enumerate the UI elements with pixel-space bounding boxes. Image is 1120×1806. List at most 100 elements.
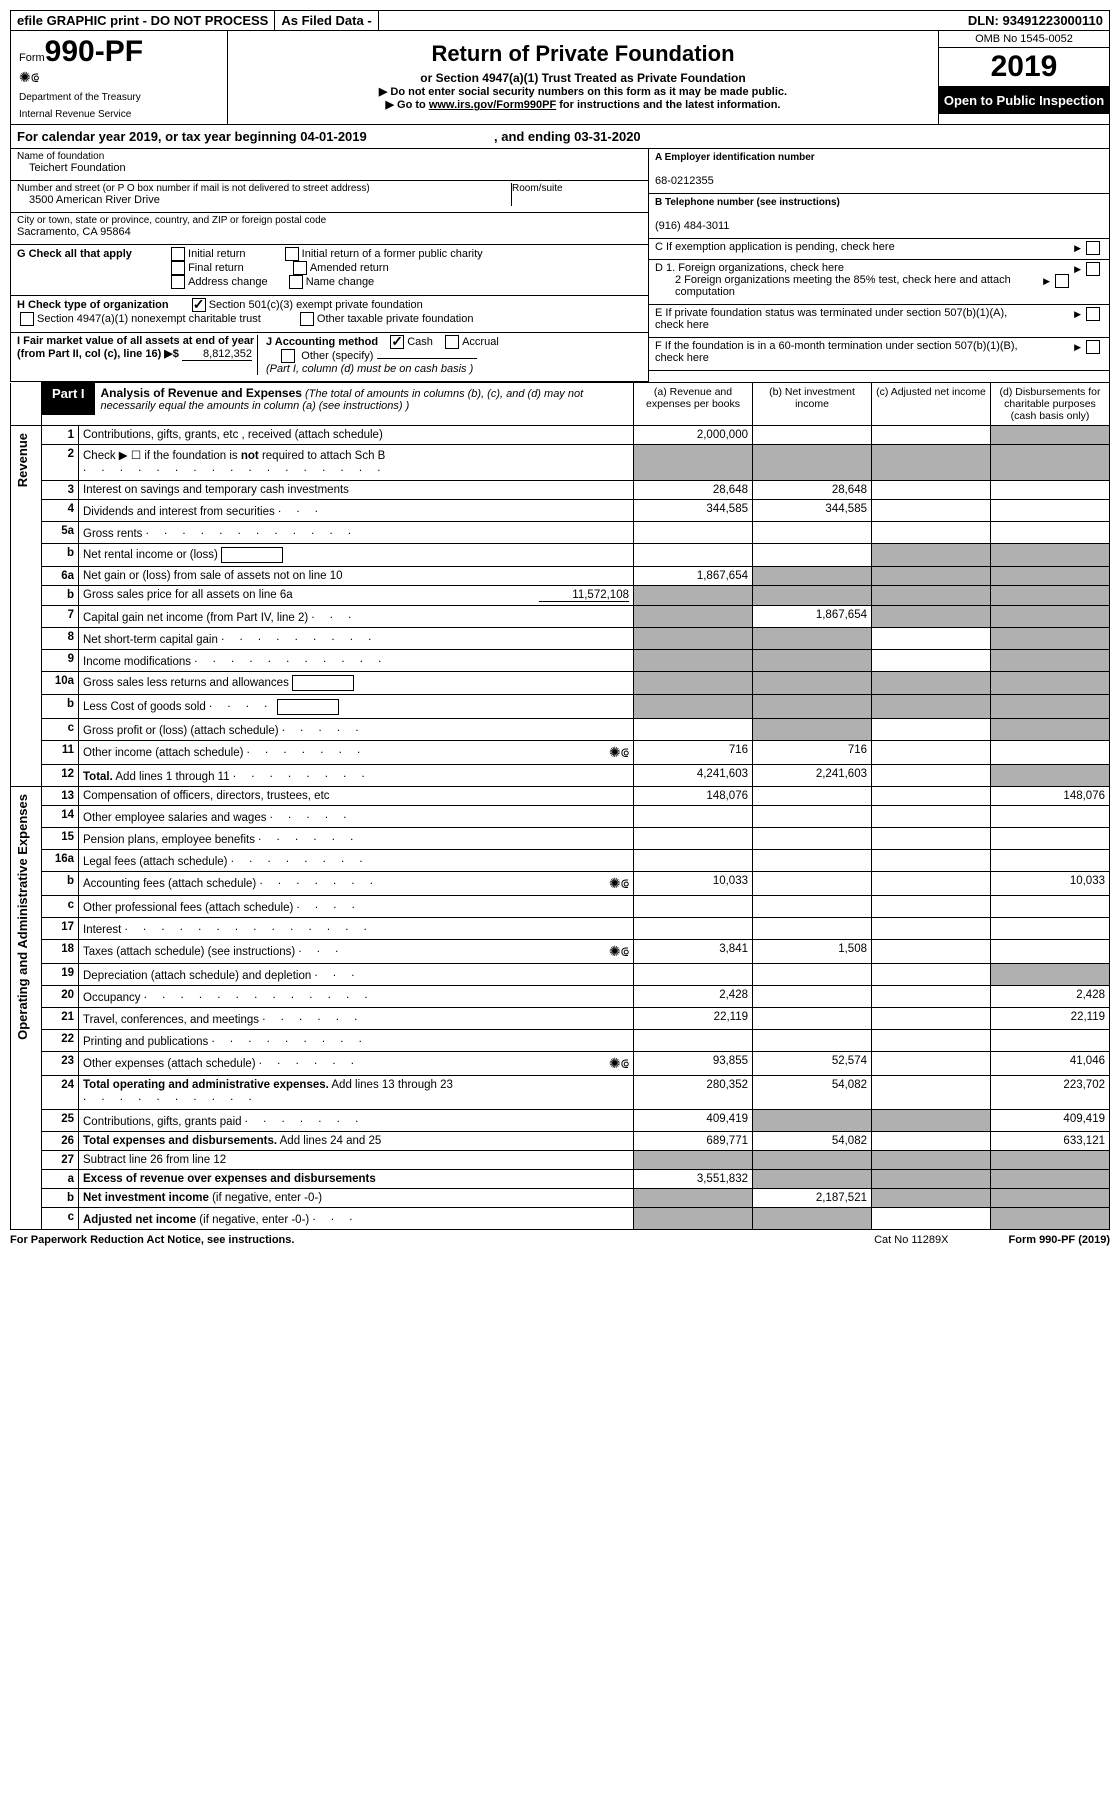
checkbox-e[interactable] <box>1086 307 1100 321</box>
cell-a <box>634 522 753 544</box>
row-desc: Other income (attach schedule) . . . . .… <box>79 740 634 764</box>
checkbox-4947[interactable] <box>20 312 34 326</box>
col-a-header: (a) Revenue and expenses per books <box>634 383 753 426</box>
cell-b <box>753 445 872 481</box>
checkbox-initial-return[interactable] <box>171 247 185 261</box>
cell-d <box>991 650 1110 672</box>
cell-a <box>634 1150 753 1169</box>
cell-c <box>872 1051 991 1075</box>
row-desc: Gross rents . . . . . . . . . . . . <box>79 522 634 544</box>
cell-b <box>753 672 872 695</box>
table-row: 24Total operating and administrative exp… <box>11 1075 1110 1109</box>
cell-d <box>991 718 1110 740</box>
cell-a <box>634 849 753 871</box>
cell-b <box>753 963 872 985</box>
cell-a: 689,771 <box>634 1131 753 1150</box>
header-left: Form990-PF ✺⟃ Department of the Treasury… <box>11 31 228 124</box>
table-row: 18Taxes (attach schedule) (see instructi… <box>11 939 1110 963</box>
row-desc: Gross profit or (loss) (attach schedule)… <box>79 718 634 740</box>
table-row: 16aLegal fees (attach schedule) . . . . … <box>11 849 1110 871</box>
cell-a <box>634 827 753 849</box>
checkbox-f[interactable] <box>1086 340 1100 354</box>
checkbox-final-return[interactable] <box>171 261 185 275</box>
attachment-icon[interactable]: ✺⟃ <box>609 744 629 761</box>
attachment-icon[interactable]: ✺⟃ <box>609 943 629 960</box>
row-number: 4 <box>42 500 79 522</box>
row-number: 1 <box>42 426 79 445</box>
checkbox-d2[interactable] <box>1055 274 1069 288</box>
form-number: 990-PF <box>45 35 143 68</box>
irs-link[interactable]: www.irs.gov/Form990PF <box>429 99 556 111</box>
phone-cell: B Telephone number (see instructions) (9… <box>649 194 1109 239</box>
section-d: D 1. Foreign organizations, check here 2… <box>649 260 1109 305</box>
cell-a: 22,119 <box>634 1007 753 1029</box>
cell-b <box>753 1007 872 1029</box>
cell-d <box>991 805 1110 827</box>
cell-b <box>753 650 872 672</box>
cell-d <box>991 695 1110 719</box>
row-number: 17 <box>42 917 79 939</box>
cell-b <box>753 628 872 650</box>
cell-a <box>634 544 753 567</box>
cell-a <box>634 917 753 939</box>
row-number: 16a <box>42 849 79 871</box>
cell-c <box>872 650 991 672</box>
cell-a: 716 <box>634 740 753 764</box>
checkbox-initial-former[interactable] <box>285 247 299 261</box>
cell-d: 22,119 <box>991 1007 1110 1029</box>
checkbox-accrual[interactable] <box>445 335 459 349</box>
cell-b <box>753 695 872 719</box>
cell-c <box>872 805 991 827</box>
cell-b: 1,508 <box>753 939 872 963</box>
attachment-icon[interactable]: ✺⟃ <box>609 1055 629 1072</box>
cell-b <box>753 1207 872 1229</box>
cell-a: 4,241,603 <box>634 764 753 786</box>
row-number: 12 <box>42 764 79 786</box>
footer-right: Form 990-PF (2019) <box>1009 1234 1111 1246</box>
table-row: 12Total. Add lines 1 through 11 . . . . … <box>11 764 1110 786</box>
row-number: 24 <box>42 1075 79 1109</box>
checkbox-cash[interactable] <box>390 335 404 349</box>
table-row: 15Pension plans, employee benefits . . .… <box>11 827 1110 849</box>
row-number: c <box>42 895 79 917</box>
checkbox-c[interactable] <box>1086 241 1100 255</box>
form-subtitle: or Section 4947(a)(1) Trust Treated as P… <box>234 71 932 85</box>
table-row: cAdjusted net income (if negative, enter… <box>11 1207 1110 1229</box>
as-filed: As Filed Data - <box>275 11 378 30</box>
attachment-icon[interactable]: ✺⟃ <box>609 875 629 892</box>
section-g: G Check all that apply Initial return In… <box>11 245 648 296</box>
row-desc: Adjusted net income (if negative, enter … <box>79 1207 634 1229</box>
cell-c <box>872 895 991 917</box>
part1-table: Part I Analysis of Revenue and Expenses … <box>10 382 1110 1230</box>
table-row: bNet rental income or (loss) <box>11 544 1110 567</box>
cell-c <box>872 567 991 586</box>
row-number: 22 <box>42 1029 79 1051</box>
cell-b: 54,082 <box>753 1075 872 1109</box>
cell-c <box>872 939 991 963</box>
cell-b: 1,867,654 <box>753 606 872 628</box>
row-desc: Other employee salaries and wages . . . … <box>79 805 634 827</box>
cell-a: 3,551,832 <box>634 1169 753 1188</box>
cell-a <box>634 606 753 628</box>
checkbox-name-change[interactable] <box>289 275 303 289</box>
row-desc: Occupancy . . . . . . . . . . . . . <box>79 985 634 1007</box>
table-row: 17Interest . . . . . . . . . . . . . . <box>11 917 1110 939</box>
cell-d <box>991 606 1110 628</box>
table-row: 4Dividends and interest from securities … <box>11 500 1110 522</box>
checkbox-other-method[interactable] <box>281 349 295 363</box>
checkbox-amended[interactable] <box>293 261 307 275</box>
table-row: 20Occupancy . . . . . . . . . . . . .2,4… <box>11 985 1110 1007</box>
cell-a: 409,419 <box>634 1109 753 1131</box>
checkbox-d1[interactable] <box>1086 262 1100 276</box>
cell-c <box>872 740 991 764</box>
checkbox-address-change[interactable] <box>171 275 185 289</box>
checkbox-501c3[interactable] <box>192 298 206 312</box>
cell-a <box>634 445 753 481</box>
cell-a: 280,352 <box>634 1075 753 1109</box>
row-number: 23 <box>42 1051 79 1075</box>
row-number: b <box>42 695 79 719</box>
cell-b: 54,082 <box>753 1131 872 1150</box>
dept-irs: Internal Revenue Service <box>19 109 219 120</box>
checkbox-other-taxable[interactable] <box>300 312 314 326</box>
footer-mid: Cat No 11289X <box>874 1234 948 1246</box>
